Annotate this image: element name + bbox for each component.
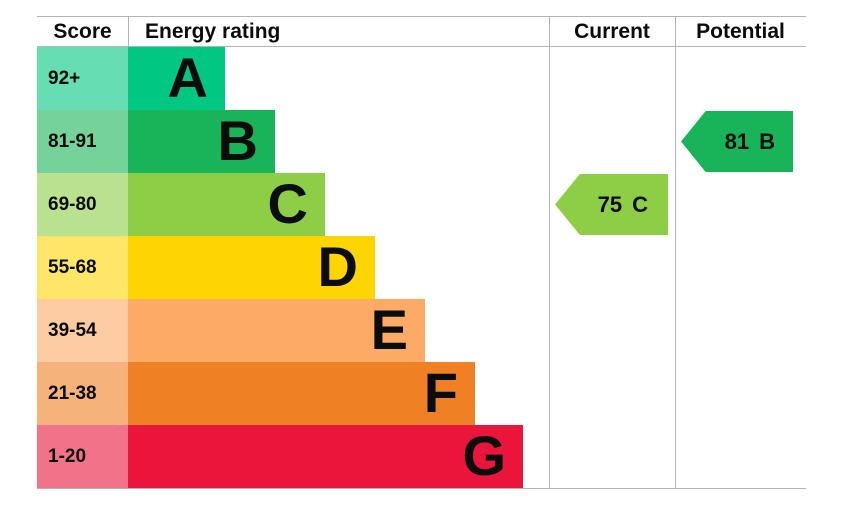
band-bar-g: G (128, 425, 523, 488)
potential-rating-value: 81 (724, 128, 750, 154)
divider-current-column (549, 16, 550, 488)
band-bar-f: F (128, 362, 475, 425)
band-bar-b: B (128, 110, 275, 173)
band-row-g: 1-20 G (37, 425, 806, 488)
band-row-b: 81-91 B (37, 110, 806, 173)
divider-score-energy (128, 16, 129, 47)
potential-rating-arrow: 81 B (681, 111, 793, 172)
current-rating-band: C (632, 191, 648, 217)
band-row-a: 92+ A (37, 47, 806, 110)
score-range-f: 21-38 (37, 362, 128, 425)
potential-rating-band: B (759, 128, 775, 154)
score-range-b: 81-91 (37, 110, 128, 173)
band-bar-a: A (128, 47, 225, 110)
table-bottom-border (37, 488, 806, 489)
header-energy-rating: Energy rating (145, 20, 281, 43)
header-potential: Potential (696, 20, 785, 43)
band-row-c: 69-80 C (37, 173, 806, 236)
band-bar-c: C (128, 173, 325, 236)
current-rating-arrow: 75 C (555, 174, 668, 235)
header-current: Current (574, 20, 650, 43)
rating-table: Score Energy rating Current Potential 92… (37, 16, 806, 488)
score-range-c: 69-80 (37, 173, 128, 236)
band-bar-d: D (128, 236, 375, 299)
score-range-a: 92+ (37, 47, 128, 110)
divider-potential-column (675, 16, 676, 488)
score-range-d: 55-68 (37, 236, 128, 299)
band-row-f: 21-38 F (37, 362, 806, 425)
current-rating-value: 75 (597, 191, 623, 217)
table-header: Score Energy rating Current Potential (37, 16, 806, 47)
band-bar-e: E (128, 299, 425, 362)
score-range-e: 39-54 (37, 299, 128, 362)
band-row-d: 55-68 D (37, 236, 806, 299)
band-row-e: 39-54 E (37, 299, 806, 362)
header-score: Score (53, 20, 112, 43)
score-range-g: 1-20 (37, 425, 128, 488)
